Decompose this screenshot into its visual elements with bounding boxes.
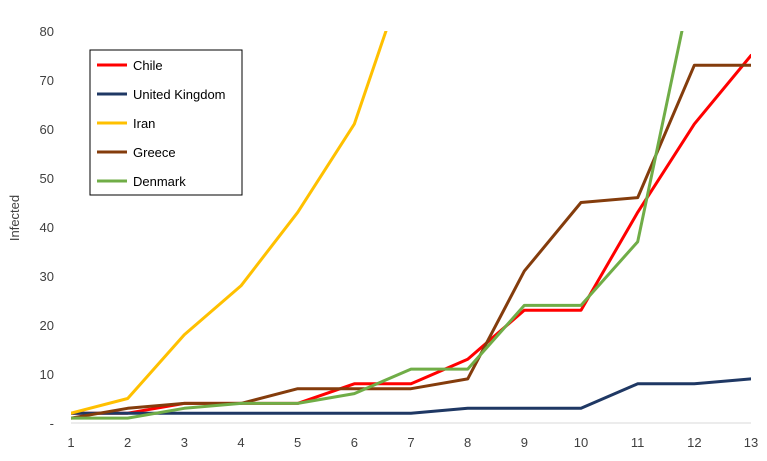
x-axis-ticks: 1 2 3 4 5 6 7 8 9 10 11 12 13 (67, 435, 758, 450)
x-tick-label: 7 (407, 435, 414, 450)
legend-label: Greece (133, 145, 176, 160)
series-line-iran (71, 31, 388, 415)
legend: Chile United Kingdom Iran Greece Denmark (89, 49, 243, 196)
legend-item-chile: Chile (97, 58, 163, 73)
x-tick-label: 10 (574, 435, 588, 450)
y-tick-label: - (50, 416, 54, 431)
x-tick-label: 1 (67, 435, 74, 450)
series-line-greece (71, 63, 751, 420)
legend-label: Iran (133, 116, 155, 131)
series-line-denmark (71, 31, 684, 420)
legend-item-greece: Greece (97, 145, 176, 160)
legend-label: Denmark (133, 174, 186, 189)
x-tick-label: 4 (237, 435, 244, 450)
y-tick-label: 30 (40, 269, 54, 284)
x-tick-label: 9 (521, 435, 528, 450)
y-tick-label: 20 (40, 318, 54, 333)
y-tick-label: 50 (40, 171, 54, 186)
y-tick-label: 70 (40, 73, 54, 88)
x-tick-label: 2 (124, 435, 131, 450)
x-tick-label: 5 (294, 435, 301, 450)
series-lines (71, 31, 751, 420)
y-tick-label: 80 (40, 24, 54, 39)
x-tick-label: 13 (744, 435, 758, 450)
legend-item-iran: Iran (97, 116, 155, 131)
x-tick-label: 3 (181, 435, 188, 450)
y-axis-title: Infected (7, 195, 22, 241)
x-tick-label: 11 (631, 435, 645, 450)
y-tick-label: 60 (40, 122, 54, 137)
legend-item-denmark: Denmark (97, 174, 186, 189)
x-tick-label: 8 (464, 435, 471, 450)
legend-item-united-kingdom: United Kingdom (97, 87, 226, 102)
x-tick-label: 6 (351, 435, 358, 450)
legend-label: Chile (133, 58, 163, 73)
x-tick-label: 12 (687, 435, 701, 450)
y-tick-label: 40 (40, 220, 54, 235)
y-tick-label: 10 (40, 367, 54, 382)
y-axis-ticks: - 10 20 30 40 50 60 70 80 (40, 24, 54, 431)
series-line-united-kingdom (71, 377, 751, 415)
legend-label: United Kingdom (133, 87, 226, 102)
